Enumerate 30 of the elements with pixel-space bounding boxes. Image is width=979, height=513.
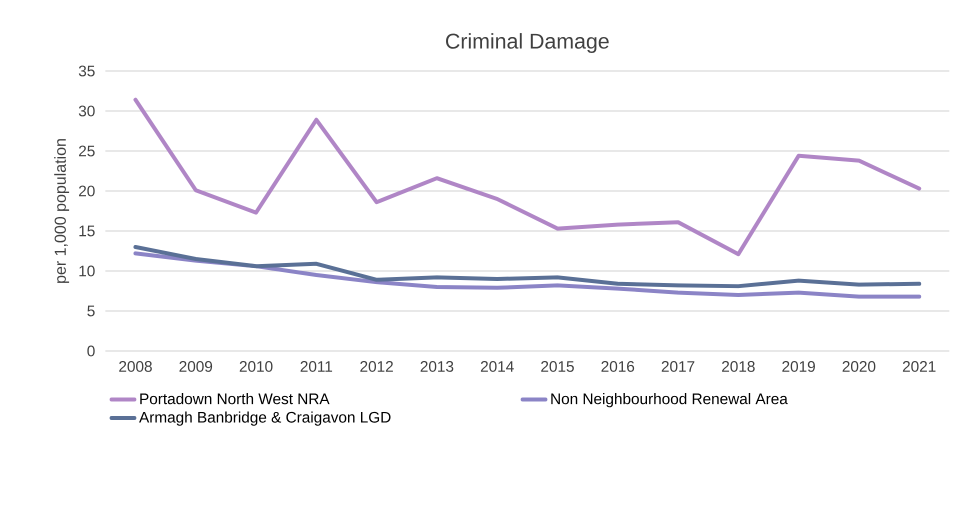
x-tick-label: 2017: [662, 361, 694, 372]
x-tick-label: 2020: [842, 361, 876, 372]
x-tick-label: 2021: [902, 361, 936, 372]
y-tick-label: 25: [79, 146, 95, 156]
x-tick-label: 2009: [179, 361, 212, 372]
y-tick-label: 0: [87, 346, 95, 356]
legend-label: Armagh Banbridge & Craigavon LGD: [139, 411, 391, 426]
line-series: [133, 244, 922, 288]
legend-label: Non Neighbourhood Renewal Area: [551, 392, 788, 408]
line-series: [133, 98, 922, 256]
y-tick-label: 10: [79, 266, 95, 276]
x-tick-label: 2013: [420, 361, 454, 372]
chart-title: Criminal Damage: [446, 33, 609, 53]
x-tick-label: 2015: [541, 361, 574, 372]
x-tick-label: 2012: [360, 361, 393, 372]
x-tick-label: 2019: [782, 361, 815, 372]
y-tick-label: 35: [78, 66, 95, 76]
y-axis-title: per 1,000 population: [54, 139, 70, 283]
y-tick-label: 30: [78, 106, 95, 116]
y-tick-label: 20: [79, 186, 95, 196]
x-tick-label: 2011: [300, 361, 332, 372]
y-tick-label: 5: [87, 306, 95, 316]
x-tick-label: 2018: [722, 361, 755, 372]
y-tick-label: 15: [79, 226, 95, 236]
legend-label: Portadown North West NRA: [140, 392, 330, 404]
line-series: [133, 251, 922, 299]
x-tick-label: 2016: [601, 361, 634, 372]
x-tick-label: 2008: [119, 361, 152, 372]
x-tick-label: 2010: [240, 361, 272, 372]
x-tick-label: 2014: [480, 361, 514, 372]
